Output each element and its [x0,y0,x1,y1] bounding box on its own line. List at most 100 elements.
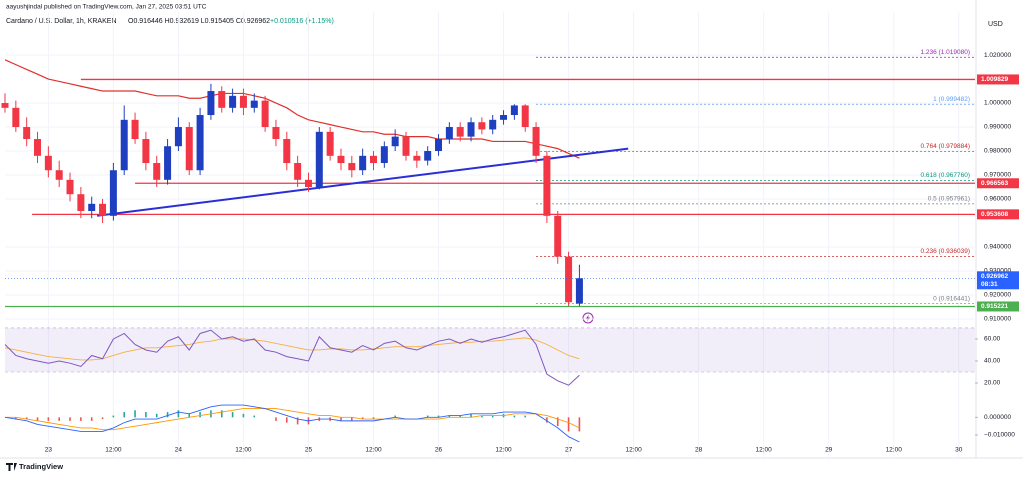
x-tick-label: 27 [565,447,573,454]
macd-histogram-bar [199,412,201,418]
candle-body [99,203,107,216]
macd-histogram-bar [275,417,277,421]
fib-label: 1 (0.999482) [933,96,970,103]
currency: USD [988,21,1003,28]
candle-body [88,203,96,212]
fib-label: 0.764 (0.979884) [920,143,970,150]
candle-body [554,215,562,257]
macd-signal [5,408,580,431]
candle-body [120,119,128,171]
candle-body [283,139,291,164]
macd-histogram-bar [253,415,256,418]
fib-label: 0 (0.916441) [933,295,970,302]
macd-histogram-bar [426,415,429,418]
x-tick-label: 28 [695,447,703,454]
candle-body [304,179,312,188]
macd-histogram-bar [285,417,288,423]
moving-average [4,59,580,159]
brand-logo [6,463,17,471]
x-tick-label: 12:00 [886,447,903,454]
candle-body [380,146,388,164]
macd-histogram-bar [361,417,364,420]
macd-tick-label: −0.010000 [984,432,1015,439]
x-tick-label: 30 [955,447,963,454]
candle-body [456,127,464,137]
candle-body [142,139,150,164]
macd-histogram-bar [188,413,191,418]
candle-body [532,127,540,156]
macd-histogram-bar [80,417,82,421]
y-tick-label: 0.980000 [984,148,1011,155]
level-tag-label: 0.953608 [981,211,1008,218]
candle-body [109,170,117,216]
candle-body [207,91,215,116]
candle-body [55,170,63,180]
last-price-tag [977,271,1019,290]
candle-body [196,115,204,171]
candle-body [369,155,377,164]
macd-histogram-bar [25,417,28,420]
candle-body [34,139,42,156]
macd-histogram-bar [145,412,147,418]
candle-body [164,146,172,180]
macd-histogram-bar [491,415,494,418]
candle-body [153,163,161,180]
macd-histogram-bar [242,413,245,418]
candle-body [467,122,475,137]
y-tick-label: 0.910000 [984,316,1011,323]
macd-histogram-bar [340,417,342,421]
event-icon-bolt [586,314,590,322]
macd-histogram-bar [220,410,223,418]
x-tick-label: 29 [825,447,833,454]
y-tick-label: 0.970000 [984,172,1011,179]
level-tag [977,301,1019,312]
candle-body [44,155,52,171]
fib-label: 0.618 (0.967760) [920,172,970,179]
candle-body [391,136,399,147]
x-tick-label: 12:00 [105,447,122,454]
macd-histogram-bar [524,415,527,418]
x-tick-label: 12:00 [365,447,382,454]
macd-histogram-bar [394,415,396,418]
macd-histogram-bar [372,417,375,420]
candle-body [424,151,432,161]
candle-body [359,155,367,171]
rsi-tick-label: 20.00 [984,380,1001,387]
y-tick-label: 0.920000 [984,292,1011,299]
candle-body [337,155,345,164]
candle-body [250,100,258,108]
macd-histogram-bar [69,417,71,421]
trendline [96,147,629,217]
candle-body [575,278,583,304]
chart-title: Cardano / U.S. Dollar, 1h, KRAKEN [6,18,117,25]
y-tick-label: 1.000000 [984,100,1011,107]
candle-body [445,127,453,140]
candle-body [326,131,334,156]
candle-body [12,107,20,128]
y-tick-label: 0.940000 [984,244,1011,251]
candle-body [185,127,193,171]
candle-body [218,91,226,108]
candle-body [348,163,356,171]
candle-body [565,256,573,303]
macd-histogram-bar [58,417,60,421]
candle-body [1,103,9,108]
x-tick-label: 25 [305,447,313,454]
candle-body [435,139,443,152]
macd-histogram-bar [134,410,136,418]
macd-histogram-bar [36,417,39,421]
macd-histogram-bar [481,415,483,418]
candle-body [77,194,85,212]
last-price-label: 0.926962 [981,273,1008,280]
macd-histogram-bar [437,415,440,418]
macd-histogram-bar [351,417,353,421]
macd-histogram-bar [177,410,180,418]
macd-histogram-bar [231,412,234,418]
macd-histogram-bar [101,417,104,420]
y-tick-label: 0.990000 [984,124,1011,131]
fib-label: 0.236 (0.936039) [920,248,970,255]
candle-body [315,131,323,188]
candle-body [489,119,497,130]
y-tick-label: 0.960000 [984,196,1011,203]
